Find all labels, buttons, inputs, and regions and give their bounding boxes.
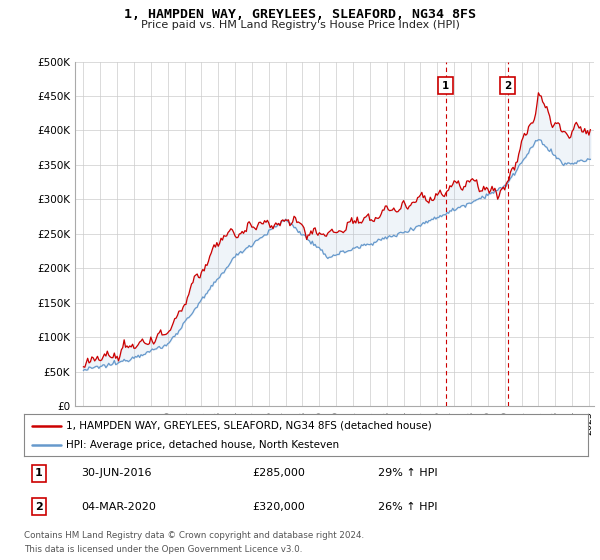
Text: 2: 2 xyxy=(504,81,511,91)
Text: 30-JUN-2016: 30-JUN-2016 xyxy=(81,468,151,478)
Text: This data is licensed under the Open Government Licence v3.0.: This data is licensed under the Open Gov… xyxy=(24,545,302,554)
Text: 29% ↑ HPI: 29% ↑ HPI xyxy=(378,468,437,478)
Text: 04-MAR-2020: 04-MAR-2020 xyxy=(81,502,156,512)
Text: 1: 1 xyxy=(35,468,43,478)
Text: HPI: Average price, detached house, North Kesteven: HPI: Average price, detached house, Nort… xyxy=(66,440,340,450)
Text: 1, HAMPDEN WAY, GREYLEES, SLEAFORD, NG34 8FS: 1, HAMPDEN WAY, GREYLEES, SLEAFORD, NG34… xyxy=(124,8,476,21)
Text: 2: 2 xyxy=(35,502,43,512)
Text: 26% ↑ HPI: 26% ↑ HPI xyxy=(378,502,437,512)
Text: Contains HM Land Registry data © Crown copyright and database right 2024.: Contains HM Land Registry data © Crown c… xyxy=(24,531,364,540)
Text: Price paid vs. HM Land Registry's House Price Index (HPI): Price paid vs. HM Land Registry's House … xyxy=(140,20,460,30)
Text: £285,000: £285,000 xyxy=(252,468,305,478)
Text: 1: 1 xyxy=(442,81,449,91)
Text: 1, HAMPDEN WAY, GREYLEES, SLEAFORD, NG34 8FS (detached house): 1, HAMPDEN WAY, GREYLEES, SLEAFORD, NG34… xyxy=(66,421,432,431)
Text: £320,000: £320,000 xyxy=(252,502,305,512)
